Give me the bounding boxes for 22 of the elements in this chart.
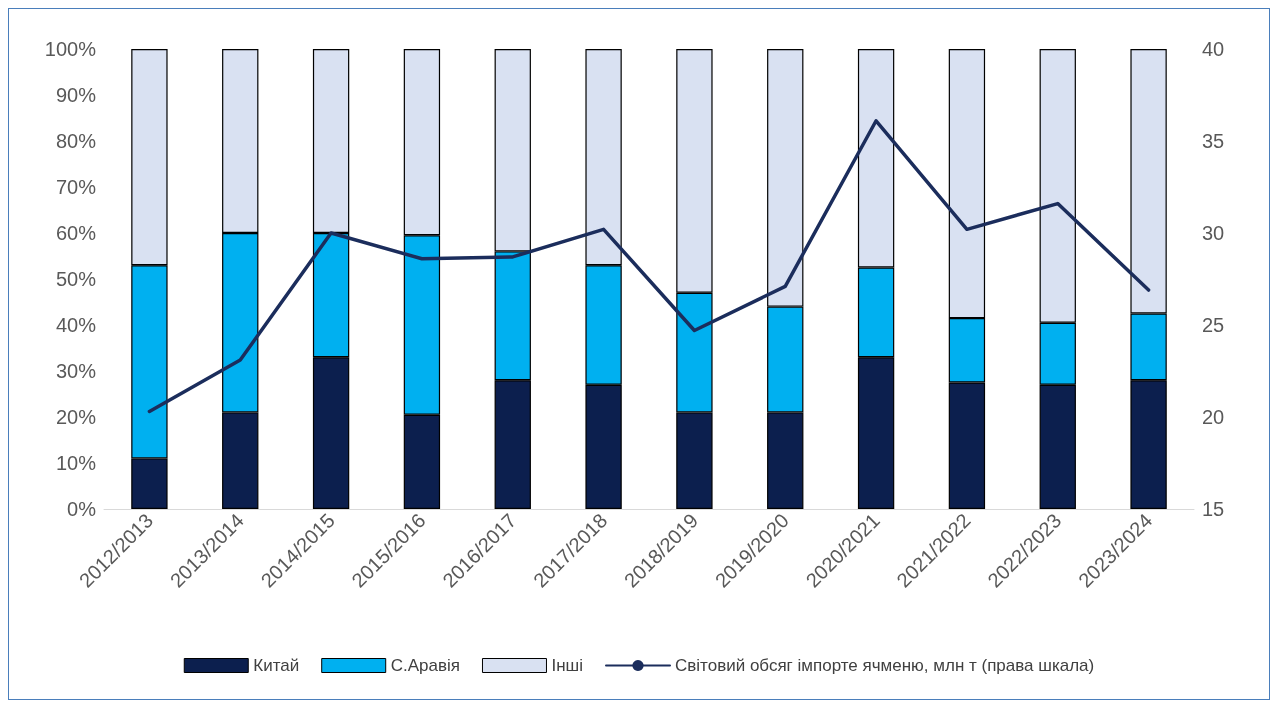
legend-label: Світовий обсяг імпорте ячменю, млн т (права шкала) [675,656,1095,675]
y2-tick-label: 25 [1202,314,1225,336]
legend-label: Китай [253,656,300,675]
y-tick-label: 40% [55,314,97,336]
y-tick-label: 50% [55,268,97,290]
y-tick-label: 80% [55,130,97,152]
y-tick-label: 100% [44,38,97,60]
y-tick-label: 70% [55,176,97,198]
y-tick-label: 30% [55,360,97,382]
line-series [147,119,1151,414]
y-tick-label: 60% [55,222,97,244]
y2-tick-label: 35 [1202,130,1225,152]
legend-label: С.Аравія [390,656,460,675]
y-tick-label: 0% [67,498,97,520]
y-tick-label: 90% [55,84,97,106]
y2-tick-label: 40 [1202,38,1225,60]
y2-tick-label: 15 [1202,498,1225,520]
y-tick-label: 10% [55,452,97,474]
legend-label: Інші [551,656,583,675]
y2-tick-label: 30 [1202,222,1225,244]
y-tick-label: 20% [55,406,97,428]
y2-tick-label: 20 [1202,406,1225,428]
